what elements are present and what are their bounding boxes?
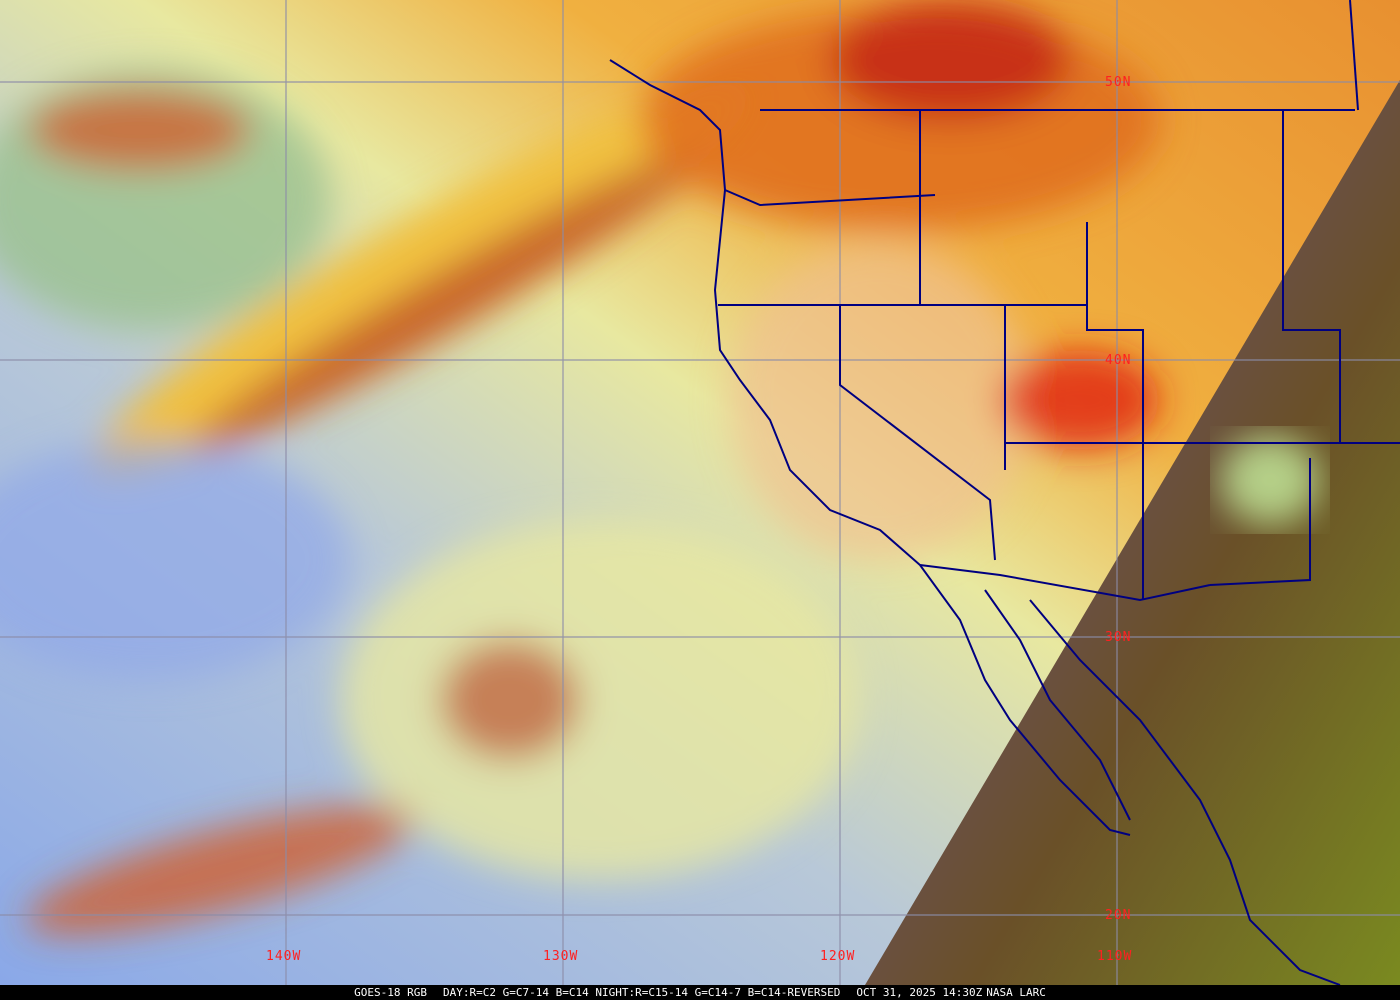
mexico-coast bbox=[1029, 599, 1341, 985]
lon-label-130w: 130W bbox=[543, 949, 578, 964]
wa-or-border bbox=[724, 189, 936, 207]
lat-label-30n: 30N bbox=[1105, 630, 1131, 645]
lon-label-120w: 120W bbox=[820, 949, 855, 964]
imagery-night bbox=[865, 80, 1400, 985]
coastline bbox=[609, 59, 1131, 836]
lon-label-110w: 110W bbox=[1097, 949, 1132, 964]
rgb-recipe: DAY:R=C2 G=C7-14 B=C14 NIGHT:R=C15-14 G=… bbox=[443, 986, 841, 999]
timestamp: OCT 31, 2025 14:30Z bbox=[856, 986, 983, 999]
image-caption-bar: GOES-18 RGB DAY:R=C2 G=C7-14 B=C14 NIGHT:… bbox=[0, 985, 1400, 1000]
lat-label-20n: 20N bbox=[1105, 908, 1131, 923]
us-mexico-border bbox=[919, 564, 1211, 602]
grid-labels: 50N 40N 30N 20N 140W 130W 120W 110W bbox=[266, 75, 1132, 964]
gulf-coast bbox=[984, 589, 1131, 821]
product-name: GOES-18 RGB bbox=[354, 986, 428, 999]
credit: NASA LARC bbox=[986, 986, 1046, 999]
boundaries bbox=[609, 0, 1400, 985]
lat-label-40n: 40N bbox=[1105, 353, 1131, 368]
lat-label-50n: 50N bbox=[1105, 75, 1131, 90]
lon-label-140w: 140W bbox=[266, 949, 301, 964]
